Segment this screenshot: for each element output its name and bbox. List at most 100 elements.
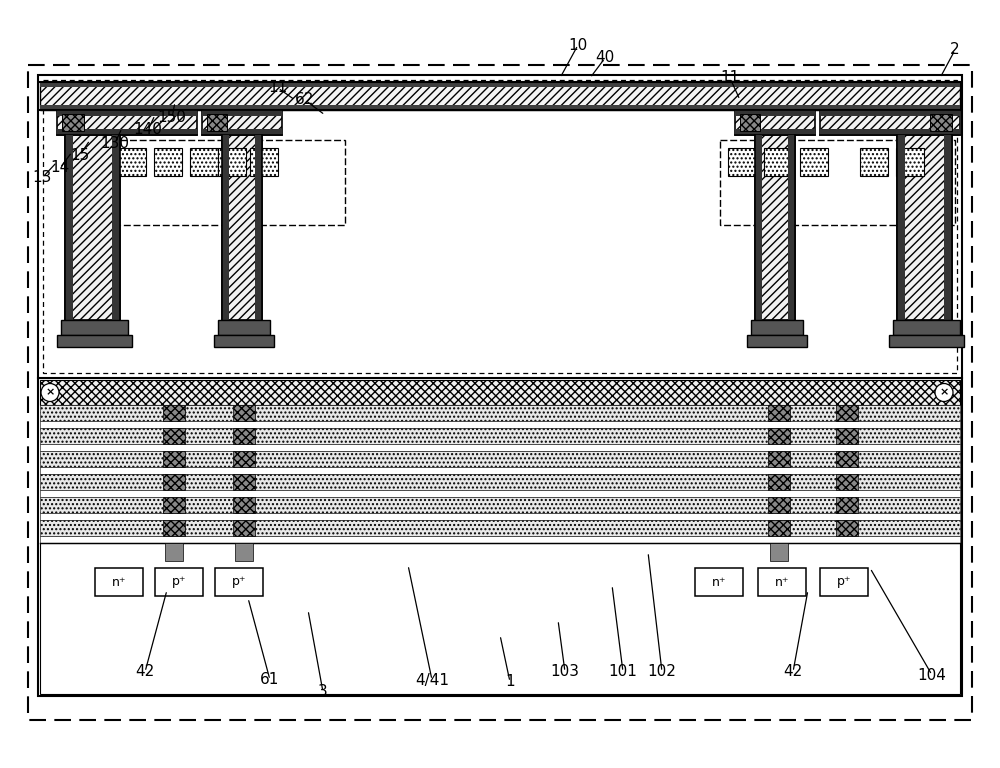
Text: 62: 62 xyxy=(295,92,315,108)
Bar xyxy=(163,428,185,444)
Text: ×: × xyxy=(939,388,949,398)
Bar xyxy=(163,405,185,421)
Bar xyxy=(250,148,278,176)
Bar xyxy=(755,135,795,320)
Bar xyxy=(720,140,955,225)
Bar xyxy=(40,474,960,490)
Bar xyxy=(57,129,197,135)
Bar xyxy=(57,335,132,347)
Bar xyxy=(944,135,952,320)
Bar xyxy=(40,82,960,87)
Bar xyxy=(758,568,806,596)
Bar xyxy=(836,405,858,421)
Bar xyxy=(57,110,197,135)
Bar xyxy=(233,405,255,421)
Text: 13: 13 xyxy=(32,170,52,186)
Bar xyxy=(235,543,253,561)
Text: 10: 10 xyxy=(568,38,588,52)
Bar xyxy=(40,536,960,543)
Bar xyxy=(207,114,227,131)
Bar xyxy=(163,451,185,467)
Bar xyxy=(897,135,905,320)
Text: 61: 61 xyxy=(260,673,280,687)
Bar xyxy=(788,135,795,320)
Bar xyxy=(202,110,282,135)
Bar xyxy=(218,148,246,176)
Bar xyxy=(233,451,255,467)
Bar xyxy=(820,110,960,135)
Text: 103: 103 xyxy=(550,664,580,680)
Text: 150: 150 xyxy=(158,111,186,125)
Bar xyxy=(768,474,790,490)
Text: 130: 130 xyxy=(100,135,130,151)
Bar xyxy=(40,497,960,513)
Bar xyxy=(728,148,756,176)
Bar xyxy=(233,497,255,513)
Bar xyxy=(896,148,924,176)
Bar xyxy=(112,135,120,320)
Text: p⁺: p⁺ xyxy=(172,575,186,588)
Bar xyxy=(768,428,790,444)
Text: 102: 102 xyxy=(648,664,676,680)
Bar xyxy=(740,114,760,131)
Bar xyxy=(233,474,255,490)
Text: 4/41: 4/41 xyxy=(415,673,449,687)
Bar xyxy=(202,129,282,135)
Bar xyxy=(233,428,255,444)
Bar xyxy=(163,497,185,513)
Bar xyxy=(255,135,262,320)
Bar xyxy=(755,135,762,320)
Bar xyxy=(40,543,960,694)
Bar xyxy=(800,148,828,176)
Bar xyxy=(154,148,182,176)
Bar xyxy=(735,110,815,116)
Text: 42: 42 xyxy=(135,664,155,680)
Bar xyxy=(118,148,146,176)
Bar xyxy=(65,135,73,320)
Text: 140: 140 xyxy=(134,123,162,137)
Text: p⁺: p⁺ xyxy=(232,575,246,588)
Bar xyxy=(930,114,952,131)
Text: 1: 1 xyxy=(505,674,515,690)
Bar xyxy=(28,65,972,720)
Bar xyxy=(836,520,858,536)
Bar xyxy=(62,114,84,131)
Bar xyxy=(218,320,270,335)
Text: p⁺: p⁺ xyxy=(837,575,851,588)
Bar xyxy=(61,320,128,335)
Bar xyxy=(222,135,262,320)
Bar xyxy=(233,520,255,536)
Text: 3: 3 xyxy=(318,684,328,700)
Text: ×: × xyxy=(45,388,55,398)
Bar xyxy=(768,451,790,467)
Bar xyxy=(820,568,868,596)
Bar xyxy=(897,135,952,320)
Bar xyxy=(836,497,858,513)
Bar xyxy=(40,490,960,497)
Bar xyxy=(165,543,183,561)
Text: 11: 11 xyxy=(268,81,288,95)
Bar xyxy=(820,110,960,116)
Bar xyxy=(40,513,960,520)
Bar xyxy=(770,543,788,561)
Bar xyxy=(215,568,263,596)
Bar xyxy=(695,568,743,596)
Text: 2: 2 xyxy=(950,42,960,58)
Bar xyxy=(38,75,962,378)
Bar xyxy=(214,335,274,347)
Text: 104: 104 xyxy=(918,667,946,683)
Bar xyxy=(43,383,957,691)
Bar xyxy=(820,129,960,135)
Text: n⁺: n⁺ xyxy=(112,575,126,588)
Bar xyxy=(202,110,282,116)
Circle shape xyxy=(935,383,953,402)
Bar xyxy=(95,568,143,596)
Bar xyxy=(38,378,962,696)
Text: 42: 42 xyxy=(783,664,803,680)
Bar xyxy=(735,110,815,135)
Text: 14: 14 xyxy=(50,161,70,176)
Bar xyxy=(735,129,815,135)
Bar xyxy=(764,148,792,176)
Bar xyxy=(40,428,960,444)
Bar xyxy=(40,405,960,421)
